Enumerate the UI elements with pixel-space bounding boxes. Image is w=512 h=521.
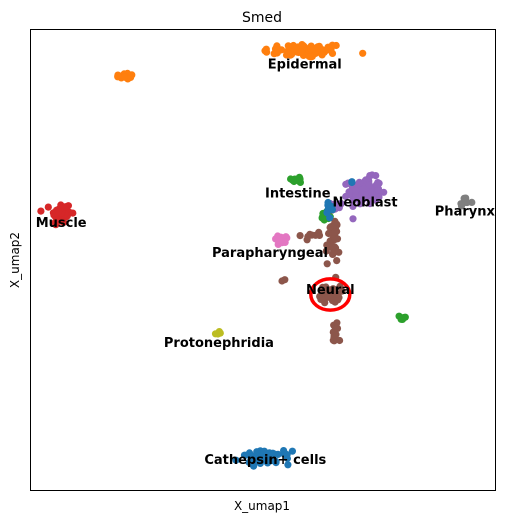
point-neoblast [365, 181, 373, 189]
point-epidermal [297, 48, 305, 56]
point-neural [338, 287, 346, 295]
point-neoblast [358, 196, 366, 204]
point-muscle [55, 217, 63, 225]
series-muscle [37, 201, 77, 229]
cluster-label-intestine: Intestine [265, 186, 331, 201]
point-epidermal [359, 49, 367, 57]
point-epidermal [298, 41, 306, 49]
point-muscle [44, 203, 52, 211]
cluster-label-protonephridia: Protonephridia [164, 336, 274, 351]
point-cathepsin-cells [323, 209, 331, 217]
point-epidermal [285, 50, 293, 58]
point-cathepsin-cells [284, 461, 292, 469]
plot-title: Smed [242, 10, 282, 26]
point-cathepsin-cells [241, 451, 249, 459]
x-axis-label: X_umap1 [234, 499, 290, 513]
point-epidermal [332, 41, 340, 50]
point-muscle [61, 203, 70, 211]
point-muscle [54, 208, 63, 216]
plot-area-frame [30, 29, 496, 491]
point-epidermal [284, 42, 292, 50]
point-protonephridia [215, 328, 223, 336]
point-epidermal [273, 42, 281, 50]
point-neoblast [352, 192, 360, 200]
point-muscle [37, 207, 45, 215]
point-cathepsin-cells [248, 453, 256, 461]
point-cathepsin-cells [283, 454, 291, 463]
y-axis-label: X_umap2 [8, 232, 22, 288]
point-neural [331, 235, 339, 244]
highlight-layer [309, 277, 352, 312]
series-epidermal [114, 41, 367, 83]
points-layer [37, 41, 476, 470]
point-neural [296, 232, 304, 240]
point-cathepsin-cells [348, 178, 356, 186]
point-neural [324, 292, 332, 300]
point-epidermal [273, 49, 281, 57]
point-neoblast [334, 200, 343, 208]
point-neoblast [345, 188, 353, 196]
point-neoblast [375, 193, 383, 201]
point-intestine [296, 174, 304, 182]
series-cathepsin-cells [232, 178, 356, 470]
point-neural [333, 257, 341, 265]
series-protonephridia [211, 328, 224, 338]
cluster-label-muscle: Muscle [36, 216, 87, 231]
point-neoblast [349, 215, 357, 223]
point-intestine [289, 176, 297, 184]
highlight-circle [309, 277, 352, 312]
point-epidermal [306, 53, 315, 61]
point-parapharyngeal [275, 236, 283, 244]
point-neural [308, 231, 316, 239]
point-epidermal [263, 48, 271, 56]
point-neoblast [366, 200, 374, 208]
point-neural [329, 250, 337, 258]
series-neural [278, 206, 346, 345]
point-neural [333, 319, 341, 327]
point-cathepsin-cells [255, 454, 263, 462]
point-neural [278, 277, 286, 285]
point-neoblast [352, 187, 360, 195]
point-epidermal [318, 51, 326, 59]
point-cathepsin-cells [232, 456, 240, 464]
point-pharynx [457, 202, 466, 210]
point-epidermal [310, 45, 318, 53]
series-neoblast [325, 171, 388, 223]
cluster-label-parapharyngeal: Parapharyngeal [212, 246, 328, 261]
series-parapharyngeal [272, 232, 291, 248]
point-pharynx [462, 197, 470, 206]
series-pharynx [457, 194, 476, 210]
point-neoblast [380, 188, 388, 196]
cluster-label-neural: Neural [306, 283, 355, 298]
point-muscle [69, 209, 77, 217]
point-neural [331, 335, 339, 343]
point-neural [326, 223, 334, 232]
point-epidermal [120, 73, 128, 81]
point-neural [315, 228, 323, 236]
point-neural [324, 287, 332, 295]
point-neural [323, 241, 331, 249]
point-intestine [398, 315, 407, 323]
point-neoblast [368, 188, 376, 196]
point-cathepsin-cells [328, 206, 336, 214]
point-cathepsin-cells [288, 447, 296, 455]
point-neural [333, 324, 342, 332]
point-epidermal [328, 49, 337, 58]
cluster-label-cathepsin-cells: Cathepsin+ cells [204, 453, 326, 468]
point-neural [323, 260, 331, 268]
point-epidermal [114, 71, 122, 79]
point-neural [331, 288, 339, 296]
point-neural [330, 228, 338, 236]
point-neoblast [349, 202, 357, 210]
cluster-label-neoblast: Neoblast [333, 196, 398, 211]
cluster-label-pharynx: Pharynx [435, 205, 496, 220]
point-neoblast [372, 172, 380, 180]
point-neural [329, 242, 337, 250]
point-neoblast [373, 180, 381, 188]
point-neural [325, 229, 333, 238]
cluster-label-epidermal: Epidermal [268, 58, 342, 73]
point-cathepsin-cells [265, 450, 273, 458]
